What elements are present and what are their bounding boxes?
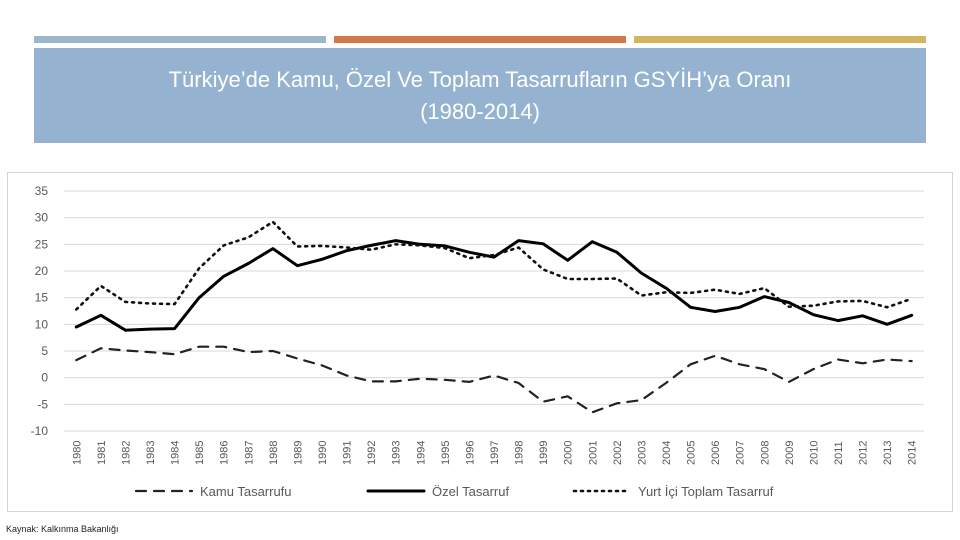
x-tick-label: 1982 [120,441,132,465]
x-tick-label: 2008 [759,441,771,465]
y-tick-label: 5 [41,344,48,358]
x-tick-label: 2004 [661,441,673,465]
x-tick-label: 1995 [440,441,452,465]
x-tick-label: 2003 [636,441,648,465]
x-tick-label: 1984 [170,441,182,465]
y-tick-label: -10 [31,424,49,438]
y-tick-label: 0 [41,371,48,385]
x-tick-label: 2000 [563,441,575,465]
x-tick-label: 1985 [194,441,206,465]
series-line-2 [75,220,914,311]
x-tick-label: 2013 [882,441,894,465]
title-banner: Türkiye’de Kamu, Özel Ve Toplam Tasarruf… [34,48,926,143]
x-tick-label: 2006 [710,441,722,465]
x-tick-label: 1991 [342,441,354,465]
x-tick-label: 2011 [833,441,845,465]
x-tick-label: 1994 [415,441,427,465]
y-tick-label: 10 [35,317,49,331]
x-tick-label: 1983 [145,441,157,465]
x-tick-label: 2012 [858,441,870,465]
slide-subtitle: (1980-2014) [420,98,540,124]
x-tick-label: 1980 [71,441,83,465]
x-tick-label: 2007 [735,441,747,465]
x-tick-label: 1993 [391,441,403,465]
x-tick-label: 1989 [292,441,304,465]
x-tick-label: 2009 [784,441,796,465]
line-chart: 35 30 25 20 15 10 5 0 -5 -10 1980 1981 1982 1983 1984 1… [31,184,924,499]
slide-title: Türkiye’de Kamu, Özel Ve Toplam Tasarruf… [168,66,792,92]
header-accent-bar-orange [334,36,626,43]
x-tick-label: 2002 [612,441,624,465]
x-tick-label: 1999 [538,441,550,465]
legend-label: Yurt İçi Toplam Tasarruf [638,484,774,499]
x-tick-label: 1988 [268,441,280,465]
x-tick-label: 1990 [317,441,329,465]
source-note: Kaynak: Kalkınma Bakanlığı [6,524,119,534]
legend-label: Özel Tasarruf [432,484,509,499]
x-tick-label: 1997 [489,441,501,465]
series-line-0 [75,345,913,414]
series-line-1 [74,239,914,332]
header-accent-bar-gold [634,36,926,43]
y-tick-label: 35 [35,184,49,198]
y-tick-label: 15 [35,291,49,305]
x-tick-label: 1996 [464,441,476,465]
y-tick-label: -5 [37,397,48,411]
x-tick-label: 1987 [243,441,255,465]
legend-label: Kamu Tasarrufu [200,484,292,499]
x-tick-label: 2010 [808,441,820,465]
x-tick-label: 2014 [907,441,919,465]
x-tick-label: 1998 [514,441,526,465]
x-tick-label: 2005 [686,441,698,465]
x-tick-label: 1981 [96,441,108,465]
y-tick-label: 30 [35,211,49,225]
y-tick-label: 20 [35,264,49,278]
x-tick-label: 1992 [366,441,378,465]
x-tick-label: 2001 [587,441,599,465]
chart-frame: 35 30 25 20 15 10 5 0 -5 -10 1980 1981 1982 1983 1984 1… [7,172,953,512]
header-accent-bar-blue [34,36,326,43]
y-tick-label: 25 [35,237,49,251]
x-tick-label: 1986 [219,441,231,465]
